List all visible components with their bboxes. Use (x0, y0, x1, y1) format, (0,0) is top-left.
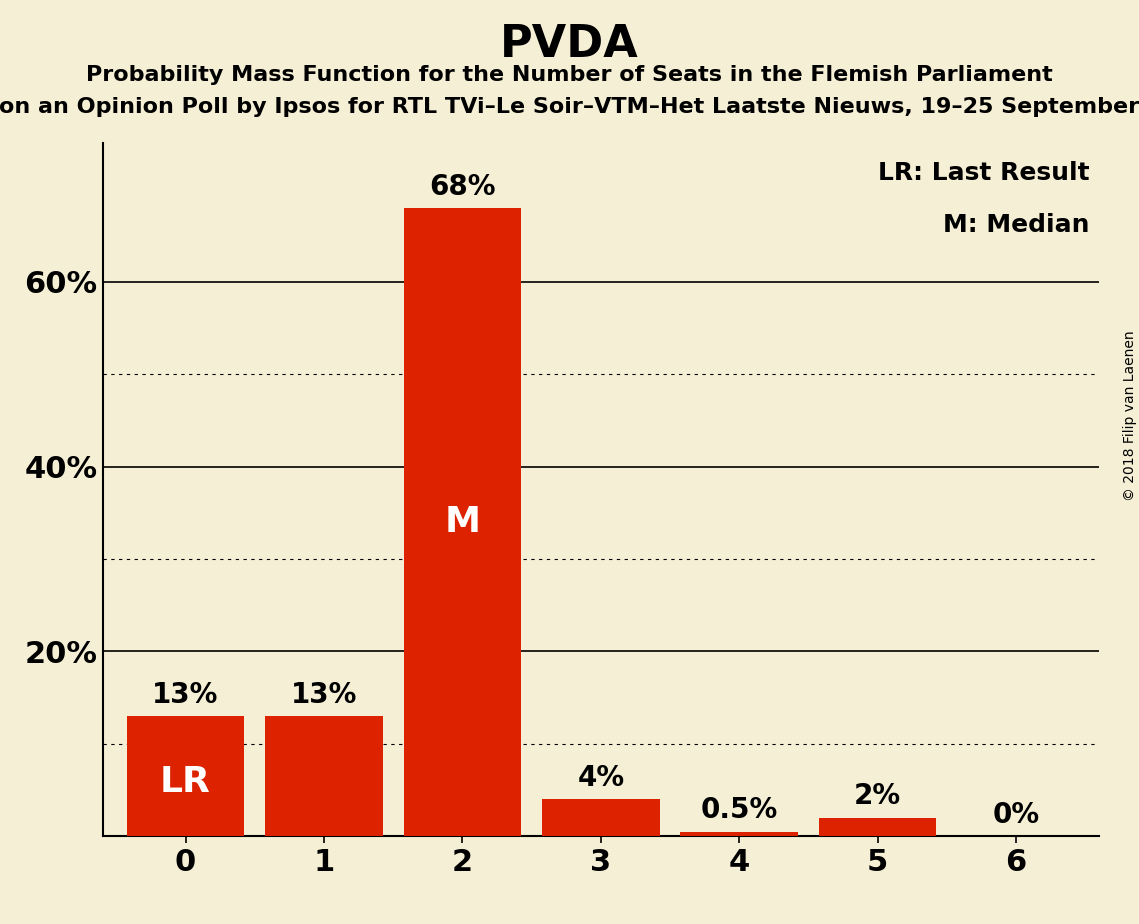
Text: Probability Mass Function for the Number of Seats in the Flemish Parliament: Probability Mass Function for the Number… (87, 65, 1052, 85)
Text: M: Median: M: Median (943, 213, 1089, 237)
Text: 13%: 13% (153, 681, 219, 709)
Text: LR: LR (161, 765, 211, 799)
Bar (403, 208, 522, 836)
Text: 13%: 13% (290, 681, 358, 709)
Bar (542, 799, 659, 836)
Bar (680, 832, 798, 836)
Text: 2%: 2% (854, 783, 901, 810)
Text: on an Opinion Poll by Ipsos for RTL TVi–Le Soir–VTM–Het Laatste Nieuws, 19–25 Se: on an Opinion Poll by Ipsos for RTL TVi–… (0, 97, 1139, 117)
Bar (126, 716, 245, 836)
Text: LR: Last Result: LR: Last Result (877, 161, 1089, 185)
Text: M: M (444, 505, 481, 539)
Text: PVDA: PVDA (500, 23, 639, 67)
Text: 4%: 4% (577, 764, 624, 792)
Text: 0%: 0% (992, 801, 1040, 829)
Text: 0.5%: 0.5% (700, 796, 778, 824)
Bar (265, 716, 383, 836)
Bar (819, 818, 936, 836)
Text: 68%: 68% (429, 173, 495, 201)
Text: © 2018 Filip van Laenen: © 2018 Filip van Laenen (1123, 331, 1137, 501)
